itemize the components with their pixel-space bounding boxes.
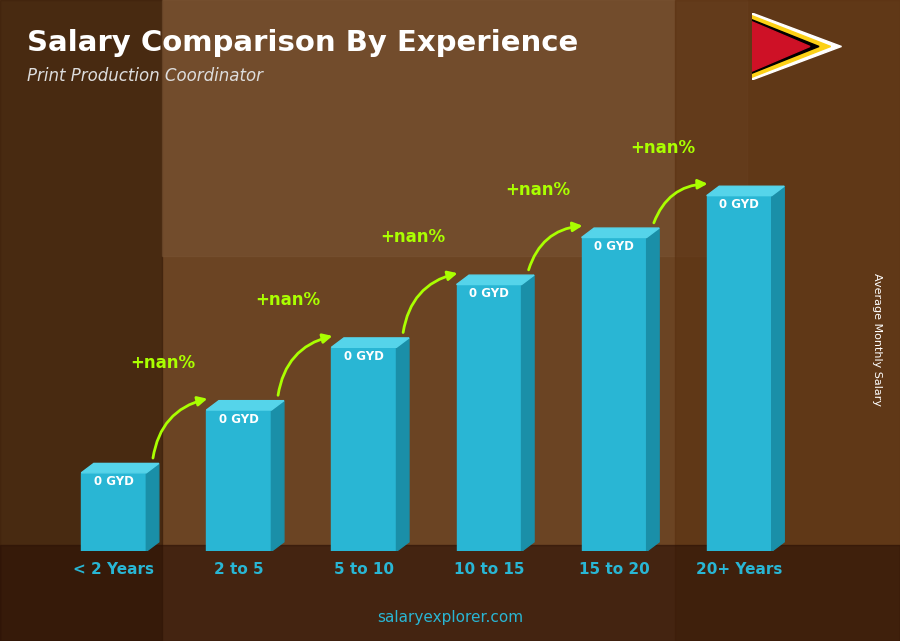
Text: Average Monthly Salary: Average Monthly Salary (872, 273, 883, 406)
Polygon shape (752, 15, 831, 78)
Text: +nan%: +nan% (630, 140, 696, 158)
Polygon shape (81, 463, 158, 473)
Polygon shape (456, 275, 534, 285)
Polygon shape (331, 338, 409, 347)
Bar (331, 347, 397, 551)
Polygon shape (752, 13, 842, 80)
Text: Print Production Coordinator: Print Production Coordinator (27, 67, 263, 85)
Text: +nan%: +nan% (380, 228, 446, 246)
Bar (675, 0, 900, 641)
Text: 0 GYD: 0 GYD (344, 350, 384, 363)
Text: 0 GYD: 0 GYD (469, 287, 509, 300)
Bar (162, 0, 747, 256)
Bar (706, 196, 771, 551)
Polygon shape (646, 228, 659, 551)
Text: 0 GYD: 0 GYD (594, 240, 634, 253)
Polygon shape (206, 401, 284, 410)
Text: 0 GYD: 0 GYD (94, 476, 134, 488)
Polygon shape (752, 20, 819, 73)
Polygon shape (522, 275, 534, 551)
Bar (456, 285, 522, 551)
Text: +nan%: +nan% (255, 291, 320, 309)
Polygon shape (397, 338, 409, 551)
Polygon shape (147, 463, 158, 551)
Bar (206, 410, 272, 551)
Bar (0, 0, 162, 641)
Bar (81, 473, 147, 551)
Polygon shape (706, 187, 784, 196)
Bar (0, 545, 900, 641)
Text: 0 GYD: 0 GYD (719, 198, 759, 212)
Bar (581, 237, 646, 551)
Text: Salary Comparison By Experience: Salary Comparison By Experience (27, 29, 578, 57)
Polygon shape (752, 22, 810, 71)
Text: 0 GYD: 0 GYD (219, 413, 259, 426)
Polygon shape (581, 228, 659, 237)
Polygon shape (272, 401, 284, 551)
Text: +nan%: +nan% (130, 354, 195, 372)
Text: +nan%: +nan% (505, 181, 571, 199)
Text: salaryexplorer.com: salaryexplorer.com (377, 610, 523, 625)
Polygon shape (771, 187, 784, 551)
